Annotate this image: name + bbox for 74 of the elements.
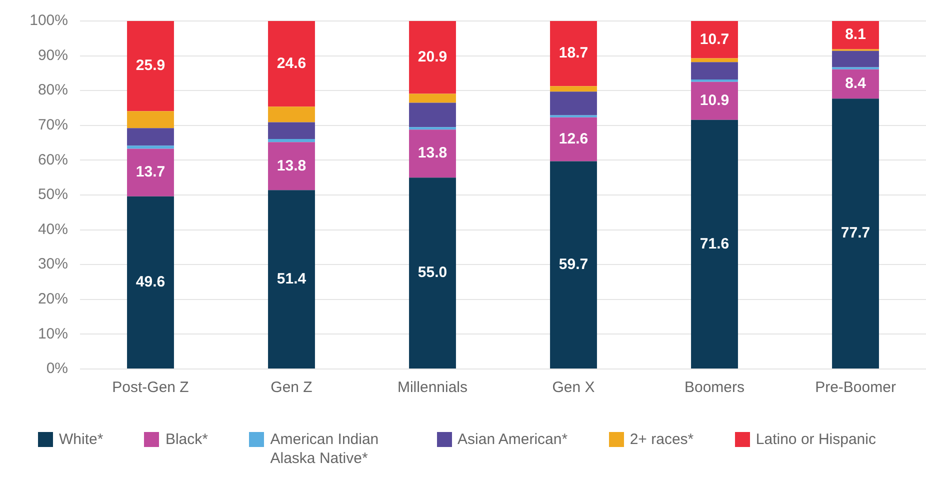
- bar: [832, 98, 879, 368]
- y-tick-label: 20%: [38, 290, 68, 308]
- bar: [127, 21, 174, 112]
- bar: [409, 127, 456, 130]
- x-tick-label: Gen Z: [270, 379, 312, 396]
- y-tick-label: 90%: [38, 46, 68, 64]
- bar: [550, 21, 597, 86]
- legend-label: Black*: [165, 430, 208, 449]
- bar: [691, 21, 738, 58]
- data-label: 10.9: [700, 92, 730, 110]
- data-label: 55.0: [418, 264, 448, 282]
- bar: [550, 161, 597, 368]
- bar: [409, 21, 456, 94]
- bar: [268, 138, 315, 142]
- bar: [691, 82, 738, 120]
- y-tick-label: 100%: [30, 12, 68, 30]
- bar: [409, 94, 456, 103]
- x-tick-label: Millennials: [397, 379, 468, 396]
- legend-label: Asian American*: [458, 430, 568, 449]
- bar: [832, 50, 879, 68]
- data-label: 24.6: [276, 54, 306, 72]
- bar: [409, 102, 456, 128]
- bar: [832, 21, 879, 50]
- data-label: 49.6: [136, 274, 166, 291]
- y-tick-label: 80%: [38, 82, 68, 99]
- bar: [409, 178, 456, 368]
- bar: [550, 117, 597, 162]
- x-tick-label: Gen X: [552, 379, 595, 396]
- bar: [550, 92, 597, 116]
- bar: [268, 190, 315, 368]
- data-label: 25.9: [136, 57, 166, 74]
- bar: [127, 148, 174, 196]
- bar: [691, 62, 738, 80]
- data-label: 13.8: [418, 144, 448, 162]
- bar: [127, 196, 174, 368]
- bar: [127, 128, 174, 146]
- y-tick-label: 30%: [38, 256, 68, 273]
- y-tick-label: 70%: [38, 116, 68, 134]
- bar: [127, 146, 174, 149]
- data-label: 10.7: [700, 30, 730, 48]
- bar: [268, 122, 315, 139]
- data-label: 77.7: [840, 224, 870, 242]
- data-label: 51.4: [276, 270, 307, 288]
- bar: [691, 120, 738, 368]
- y-tick-label: 40%: [38, 220, 68, 238]
- data-label: 59.7: [558, 256, 588, 274]
- bar: [127, 111, 174, 128]
- y-tick-label: 50%: [38, 186, 68, 204]
- data-label: 20.9: [418, 48, 448, 66]
- data-label: 13.8: [276, 157, 306, 174]
- y-tick-label: 60%: [38, 151, 68, 168]
- data-label: 13.7: [136, 164, 166, 181]
- x-tick-label: Boomers: [684, 379, 745, 396]
- legend-label: American Indian Alaska Native*: [270, 430, 380, 468]
- data-label: 12.6: [558, 130, 588, 148]
- y-tick-label: 0%: [46, 360, 68, 378]
- bar: [268, 21, 315, 107]
- bar: [832, 69, 879, 99]
- data-label: 71.6: [700, 235, 730, 252]
- x-tick-label: Pre-Boomer: [815, 379, 896, 396]
- data-label: 18.7: [558, 44, 588, 62]
- y-tick-label: 10%: [38, 325, 68, 342]
- x-tick-label: Post-Gen Z: [112, 379, 189, 396]
- legend-label: Latino or Hispanic: [756, 430, 876, 449]
- bar: [268, 106, 315, 122]
- legend-label: 2+ races*: [630, 430, 694, 449]
- bar: [550, 86, 597, 92]
- bar: [691, 79, 738, 82]
- legend-label: White*: [59, 430, 104, 449]
- data-label: 8.4: [845, 75, 867, 92]
- bar: [268, 142, 315, 190]
- bar: [409, 130, 456, 178]
- data-label: 8.1: [845, 26, 866, 44]
- bar: [691, 58, 738, 62]
